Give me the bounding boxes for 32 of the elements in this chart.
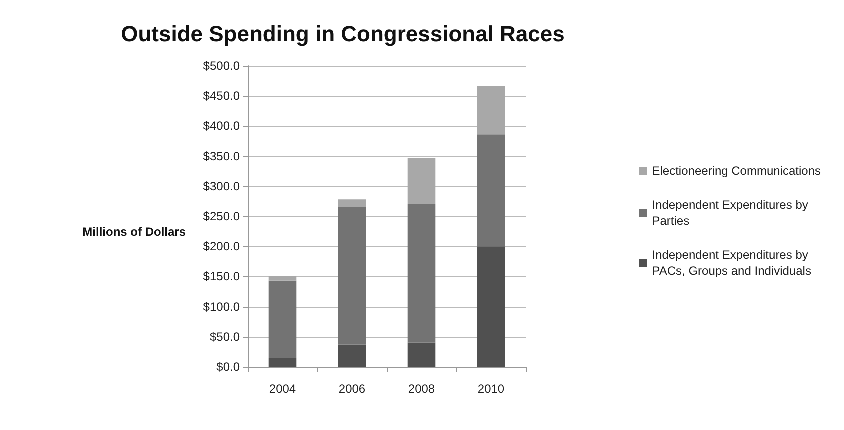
bar <box>268 358 297 367</box>
bar <box>268 280 297 358</box>
bar <box>477 134 506 247</box>
y-tick-label: $100.0 <box>203 300 240 314</box>
y-tick-label: $300.0 <box>203 179 240 194</box>
bar <box>408 342 436 367</box>
y-axis-title: Millions of Dollars <box>82 225 186 239</box>
x-tick-label: 2008 <box>408 382 436 396</box>
y-tick-label: $400.0 <box>203 119 240 134</box>
y-tick-label: $150.0 <box>203 270 240 284</box>
bar <box>338 200 366 208</box>
x-tick-label: 2006 <box>338 382 366 396</box>
bar <box>338 207 366 345</box>
y-tick-label: $450.0 <box>203 89 240 104</box>
chart-title: Outside Spending in Congressional Races <box>121 22 565 46</box>
legend-label: Independent Expenditures by PACs, Groups and Individuals <box>652 248 812 278</box>
y-tick-label: $350.0 <box>203 149 240 164</box>
legend-label: Electioneering Communications <box>652 164 821 178</box>
y-tick-label: $500.0 <box>203 59 240 73</box>
y-tick-label: $200.0 <box>203 240 240 254</box>
y-tick-label: $50.0 <box>210 330 240 344</box>
bar <box>268 276 297 281</box>
y-tick-label: $250.0 <box>203 210 240 224</box>
y-tick-label: $0.0 <box>216 360 240 374</box>
legend-label: Independent Expenditures by Parties <box>652 198 808 228</box>
bar <box>477 86 506 135</box>
x-tick-label: 2010 <box>478 382 505 396</box>
bar <box>408 204 436 343</box>
bar <box>477 246 506 367</box>
bar <box>338 344 366 367</box>
x-tick-label: 2004 <box>269 382 296 396</box>
bar <box>408 158 436 204</box>
